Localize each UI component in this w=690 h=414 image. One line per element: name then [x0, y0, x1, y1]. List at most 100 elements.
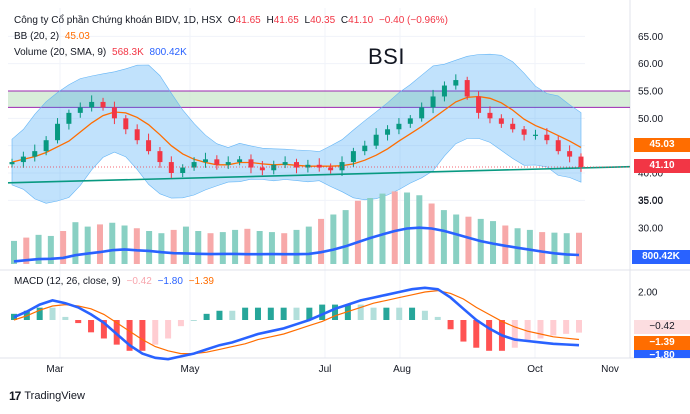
candle-body [202, 159, 208, 163]
volume-bar [318, 218, 325, 264]
candle-body [248, 159, 254, 168]
candle-body [339, 162, 345, 171]
volume-bar [11, 240, 17, 264]
candle-body [134, 129, 140, 141]
last-price-badge: 41.10 [634, 159, 690, 173]
macd-histogram-bar [447, 320, 454, 330]
price-pane [7, 53, 631, 204]
volume-tick-label: 35.00 [638, 196, 663, 207]
price-tick-label: 35.00 [638, 196, 663, 207]
candle-body [510, 123, 516, 130]
volume-bar [121, 225, 128, 264]
bb-price-badge: 45.03 [634, 138, 690, 152]
price-tick-label: 65.00 [638, 32, 663, 43]
volume-bar [428, 203, 435, 264]
candle-body [225, 162, 231, 165]
volume-bar [232, 229, 239, 264]
volume-bar [440, 210, 447, 264]
volume-bar [342, 210, 349, 264]
candle-body [271, 164, 277, 171]
close-value: 41.10 [348, 15, 374, 26]
bollinger-band [11, 53, 582, 204]
candle-body [464, 80, 470, 97]
macd-histogram-bar [216, 310, 223, 320]
macd-value: −1.80 [157, 276, 183, 287]
volume-bar [195, 231, 202, 264]
candle-body [385, 129, 391, 135]
close-label: C [340, 15, 349, 26]
resistance-zone [8, 91, 630, 108]
tradingview-brand[interactable]: 17 TradingView [9, 389, 85, 403]
candle-body [407, 118, 413, 124]
candle-body [20, 156, 26, 163]
candle-body [396, 123, 402, 130]
macd-histogram-bar [62, 316, 69, 320]
volume-bar [539, 232, 546, 264]
candle-body [32, 151, 38, 157]
candle-body [100, 101, 106, 108]
volume-bar [453, 214, 460, 264]
price-tick-label: 50.00 [638, 114, 663, 125]
macd-histogram-bar [36, 307, 43, 320]
macd-line [13, 286, 580, 361]
volume-legend[interactable]: Volume (20, SMA, 9) 568.3K 800.42K [14, 47, 190, 58]
candle-body [191, 162, 197, 168]
macd-histogram-bar [242, 307, 249, 320]
macd-hist-badge: −0.42 [634, 320, 690, 334]
candle-body [66, 112, 72, 124]
candle-body [373, 134, 379, 146]
macd-histogram-bar [126, 320, 133, 351]
trendline [7, 165, 631, 184]
candle-body [487, 112, 493, 119]
volume-bar [182, 226, 189, 264]
volume-bar [23, 237, 30, 264]
candle-body [77, 107, 83, 113]
candle-body [521, 129, 527, 135]
macd-histogram-bar [511, 320, 518, 348]
macd-histogram-bar [306, 307, 313, 320]
candle-body [578, 156, 584, 167]
macd-histogram-bar [88, 320, 95, 333]
candle-body [555, 140, 561, 152]
volume-bar [576, 232, 582, 264]
macd-histogram-bar [139, 320, 146, 351]
macd-histogram-bar [434, 316, 441, 320]
macd-legend[interactable]: MACD (12, 26, close, 9) −0.42 −1.80 −1.3… [14, 276, 217, 287]
high-value: 41.65 [273, 15, 299, 26]
volume-bar [293, 229, 300, 264]
high-label: H [266, 15, 274, 26]
candle-body [237, 159, 243, 163]
low-label: L [304, 15, 311, 26]
symbol-title[interactable]: Công ty Cổ phần Chứng khoán BIDV, 1D, HS… [14, 15, 223, 26]
signal-line [13, 289, 580, 355]
volume-sma-line [13, 226, 580, 263]
macd-histogram-bar [152, 320, 159, 345]
price-legend: Công ty Cổ phần Chứng khoán BIDV, 1D, HS… [14, 15, 451, 26]
macd-histogram-bar [280, 307, 287, 320]
macd-histogram-bar [100, 320, 107, 339]
low-value: 40.35 [310, 15, 336, 26]
change-value: −0.40 (−0.96%) [378, 15, 448, 26]
bb-value: 45.03 [64, 31, 90, 42]
macd-histogram-bar [576, 320, 582, 333]
bb-label: BB (20, 2) [14, 31, 60, 42]
macd-histogram-bar [537, 320, 544, 339]
macd-histogram-bar [254, 307, 261, 320]
price-tick-label: 55.00 [638, 87, 663, 98]
candle-body [180, 167, 186, 173]
macd-histogram-bar [383, 307, 390, 320]
volume-bar [47, 235, 54, 264]
volume-pane [11, 191, 582, 264]
volume-bar [268, 232, 275, 264]
bb-legend[interactable]: BB (20, 2) 45.03 [14, 31, 93, 42]
candle-body [282, 162, 288, 165]
candle-body [430, 96, 436, 108]
volume-bar [133, 228, 140, 264]
candle-body [419, 107, 425, 119]
macd-histogram-bar [563, 320, 570, 334]
volume-bar [367, 198, 374, 264]
candle-body [157, 151, 163, 163]
volume-bar [330, 214, 337, 264]
x-axis-label: Jul [319, 364, 332, 375]
macd-histogram-bar [190, 320, 197, 321]
